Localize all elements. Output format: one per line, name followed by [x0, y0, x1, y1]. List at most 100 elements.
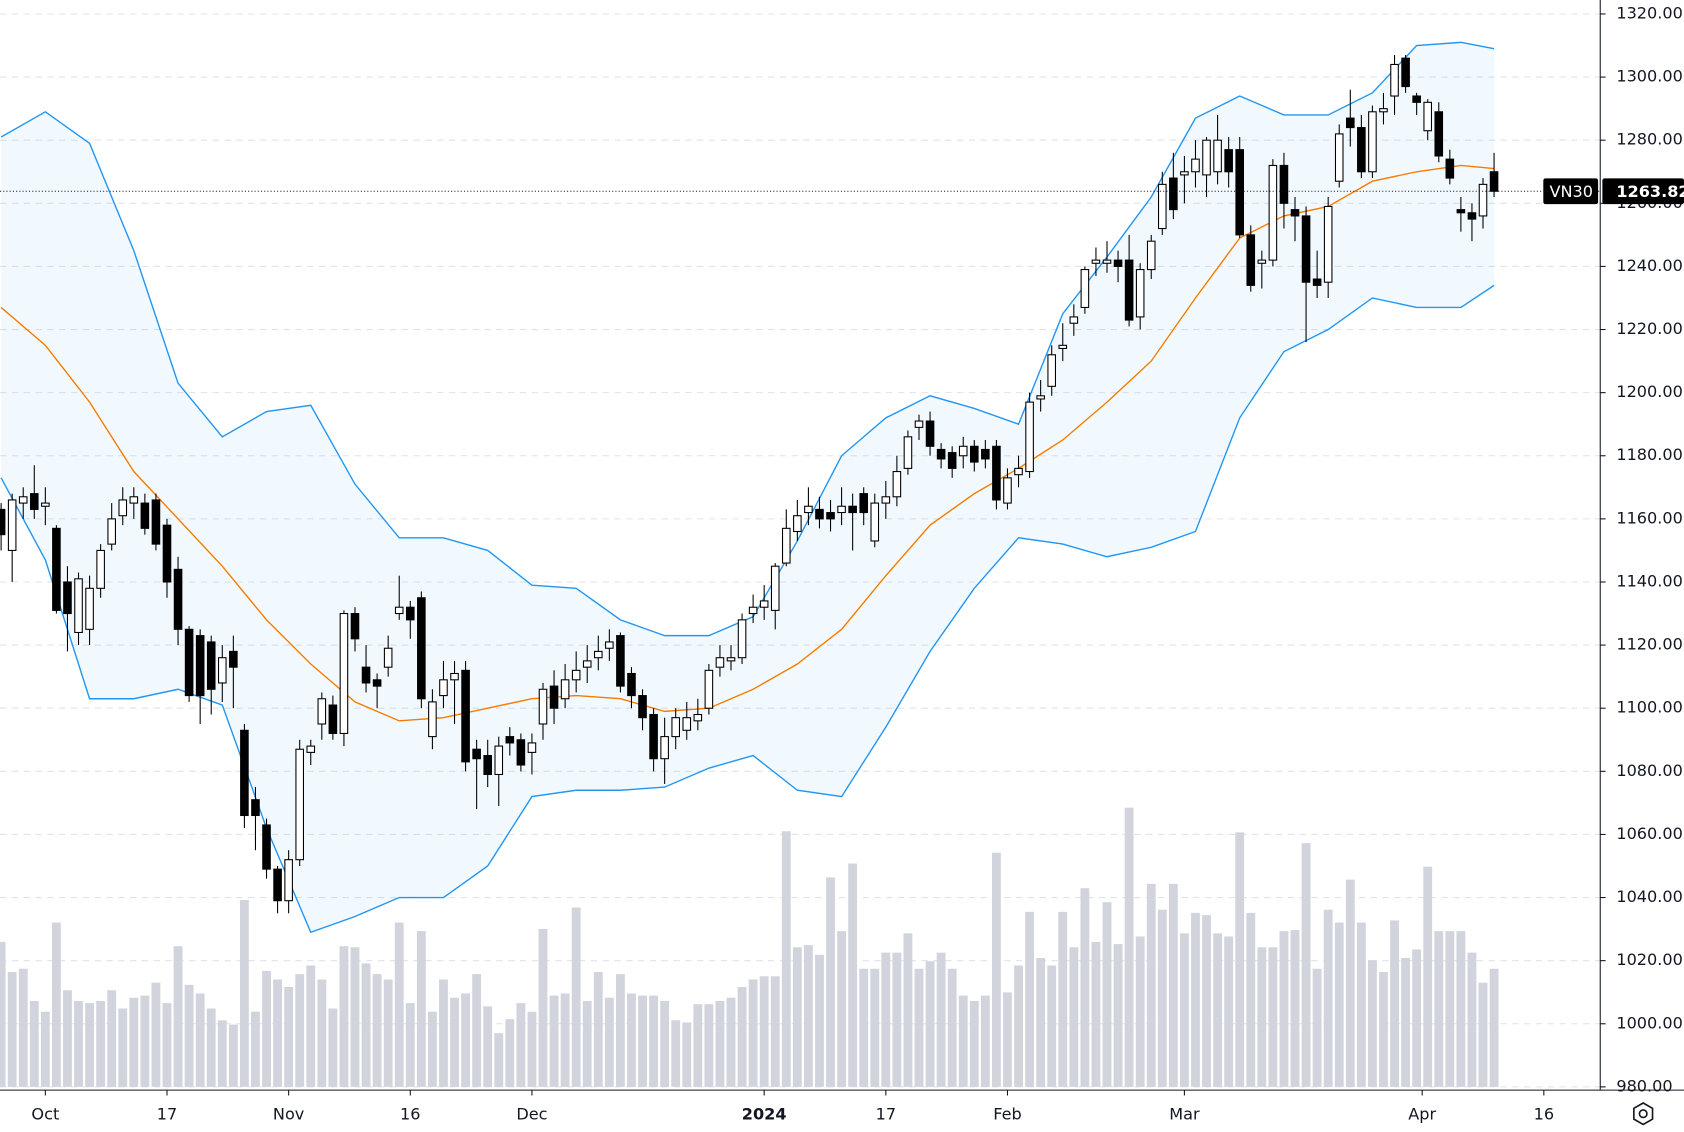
candle-body: [737, 619, 747, 659]
candle-body: [494, 745, 504, 776]
y-tick-label: 1000.00: [1616, 1013, 1683, 1032]
volume-bar: [328, 1008, 338, 1087]
volume-bar: [660, 1000, 670, 1087]
candle-body: [1456, 209, 1466, 214]
candle-body: [306, 745, 316, 753]
band-middle: [0, 164, 1495, 722]
volume-bar: [1301, 843, 1311, 1087]
volume-bar: [450, 997, 459, 1087]
volume-bar: [1113, 944, 1123, 1087]
candle-body: [770, 565, 780, 611]
candle-body: [1368, 111, 1377, 173]
volume-bar: [1036, 958, 1046, 1087]
volume-bar: [781, 831, 791, 1087]
candle-body: [1268, 164, 1278, 261]
volume-bar: [748, 979, 758, 1087]
volume-bar: [1003, 992, 1012, 1087]
candle-body: [560, 679, 570, 700]
volume-bar: [560, 993, 570, 1087]
volume-bar: [1401, 958, 1411, 1087]
x-tick-label: Oct: [31, 1104, 59, 1123]
candle-body: [41, 502, 50, 507]
volume-bar: [1179, 933, 1189, 1087]
volume-bar: [383, 979, 393, 1087]
volume-bar: [826, 877, 835, 1087]
volume-bar: [693, 1004, 703, 1087]
candle-body: [793, 515, 802, 533]
volume-bar: [1467, 952, 1477, 1087]
volume-bar: [251, 1011, 260, 1087]
volume-bar: [96, 1000, 106, 1087]
candle-body: [140, 502, 150, 529]
candle-body: [1279, 164, 1289, 204]
volume-bar: [195, 993, 205, 1087]
candle-body: [1213, 139, 1222, 173]
volume-bar: [1257, 947, 1267, 1087]
candle-body: [903, 436, 913, 469]
candle-body: [1191, 158, 1200, 173]
candle-body: [1346, 117, 1355, 129]
candle-body: [837, 505, 846, 514]
volume-bar: [1290, 930, 1300, 1087]
y-tick-label: 1120.00: [1616, 635, 1683, 654]
symbol-label: VN30: [1549, 182, 1593, 201]
settings-icon[interactable]: [1633, 1102, 1654, 1126]
candle-body: [1091, 259, 1101, 264]
x-tick-label: Dec: [516, 1104, 547, 1123]
volume-bar: [925, 961, 935, 1087]
volume-bar: [461, 993, 471, 1087]
volume-bar: [549, 995, 559, 1087]
candle-body: [704, 669, 714, 709]
y-tick-label: 1200.00: [1616, 382, 1683, 401]
x-tick-label: 17: [157, 1104, 177, 1123]
volume-bar: [1047, 965, 1057, 1087]
candle-body: [262, 824, 271, 870]
volume-bar: [361, 963, 371, 1087]
volume-bar: [737, 987, 747, 1087]
volume-bar: [1489, 968, 1499, 1087]
candle-body: [925, 420, 935, 447]
y-tick-label: 1060.00: [1616, 824, 1683, 843]
y-tick-label: 1080.00: [1616, 761, 1683, 780]
volume-bar: [1434, 931, 1444, 1087]
candle-body: [1235, 149, 1245, 236]
volume-bar: [1168, 883, 1178, 1087]
candle-body: [251, 799, 260, 817]
candle-body: [549, 685, 559, 709]
candle-body: [881, 496, 891, 504]
candle-body: [29, 493, 39, 510]
volume-bar: [107, 990, 117, 1087]
candle-body: [1412, 95, 1421, 103]
candle-body: [118, 499, 128, 517]
y-tick-label: 1180.00: [1616, 445, 1683, 464]
volume-bar: [339, 946, 349, 1087]
candle-body: [229, 650, 238, 668]
volume-bar: [372, 974, 382, 1087]
volume-bar: [350, 947, 360, 1087]
x-tick-label: 17: [876, 1104, 896, 1123]
volume-bar: [284, 987, 294, 1087]
x-tick-label: Apr: [1408, 1104, 1436, 1123]
volume-bar: [903, 933, 913, 1087]
candle-body: [372, 679, 382, 687]
candle-body: [461, 669, 470, 763]
candle-body: [1478, 183, 1488, 217]
volume-bar: [1202, 915, 1211, 1087]
volume-bar: [1157, 909, 1167, 1087]
volume-bar: [1478, 982, 1488, 1087]
volume-bar: [317, 979, 327, 1087]
candle-body: [350, 613, 360, 640]
volume-bar: [892, 952, 902, 1087]
volume-bar: [129, 997, 139, 1087]
volume-bar: [803, 945, 813, 1087]
volume-bar: [947, 968, 957, 1087]
volume-bar: [682, 1022, 692, 1087]
candle-body: [1058, 344, 1068, 350]
volume-bar: [40, 1011, 50, 1087]
candle-body: [1312, 278, 1322, 286]
candle-body: [914, 420, 924, 428]
band-lower: [0, 284, 1495, 934]
candle-body: [616, 635, 625, 687]
volume-bar: [837, 931, 847, 1087]
volume-bar: [184, 984, 194, 1087]
